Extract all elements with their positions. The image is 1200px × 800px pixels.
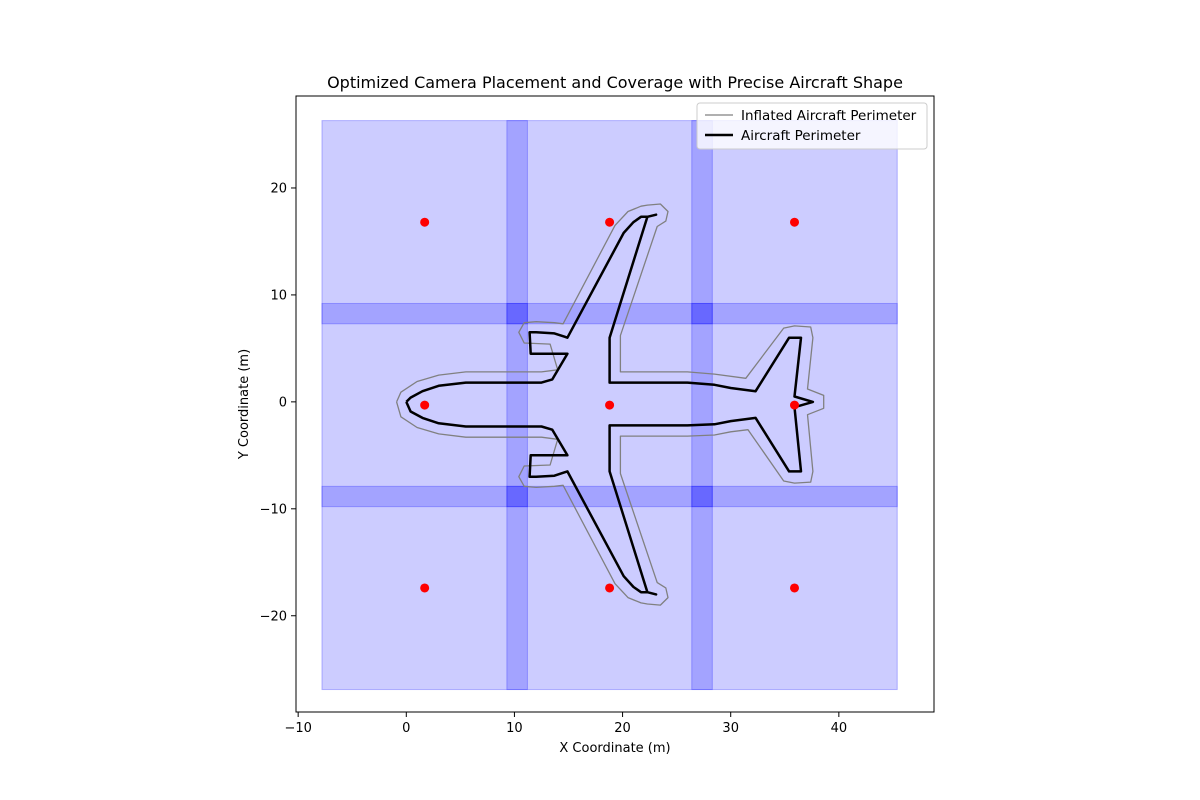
x-tick-label: 40: [831, 721, 848, 736]
y-tick-label: 0: [279, 395, 287, 410]
x-tick-label: 20: [614, 721, 631, 736]
camera-point-7: [420, 583, 430, 593]
inflated-aircraft-perimeter: [395, 203, 825, 606]
y-tick-label: −10: [260, 502, 287, 517]
x-tick-label: −10: [284, 721, 311, 736]
y-tick-label: 10: [270, 288, 287, 303]
camera-point-5: [605, 400, 615, 410]
camera-point-9: [790, 583, 800, 593]
camera-point-6: [790, 400, 800, 410]
plot-frame: [295, 95, 935, 713]
chart-title: Optimized Camera Placement and Coverage …: [327, 73, 903, 92]
camera-point-1: [420, 217, 430, 227]
y-axis-title: Y Coordinate (m): [237, 349, 252, 460]
x-axis: −10 0 10 20 30 40: [284, 712, 847, 736]
y-tick-label: −20: [260, 609, 287, 624]
camera-layer: [420, 217, 800, 593]
legend-label-inflated: Inflated Aircraft Perimeter: [741, 108, 917, 124]
legend-box: [696, 102, 928, 150]
camera-point-8: [605, 583, 615, 593]
x-tick-label: 30: [722, 721, 739, 736]
aircraft-perimeter: [405, 213, 815, 596]
camera-point-3: [790, 217, 800, 227]
x-tick-label: 0: [402, 721, 410, 736]
y-tick-label: 20: [270, 181, 287, 196]
camera-point-2: [605, 217, 615, 227]
legend: Inflated Aircraft Perimeter Aircraft Per…: [696, 102, 928, 150]
plot-area: [321, 120, 898, 691]
camera-point-4: [420, 400, 430, 410]
legend-label-aircraft: Aircraft Perimeter: [741, 128, 861, 144]
perimeter-layer: [395, 203, 825, 606]
y-axis: −20 −10 0 10 20: [260, 181, 296, 624]
x-axis-title: X Coordinate (m): [559, 741, 670, 756]
x-tick-label: 10: [506, 721, 523, 736]
